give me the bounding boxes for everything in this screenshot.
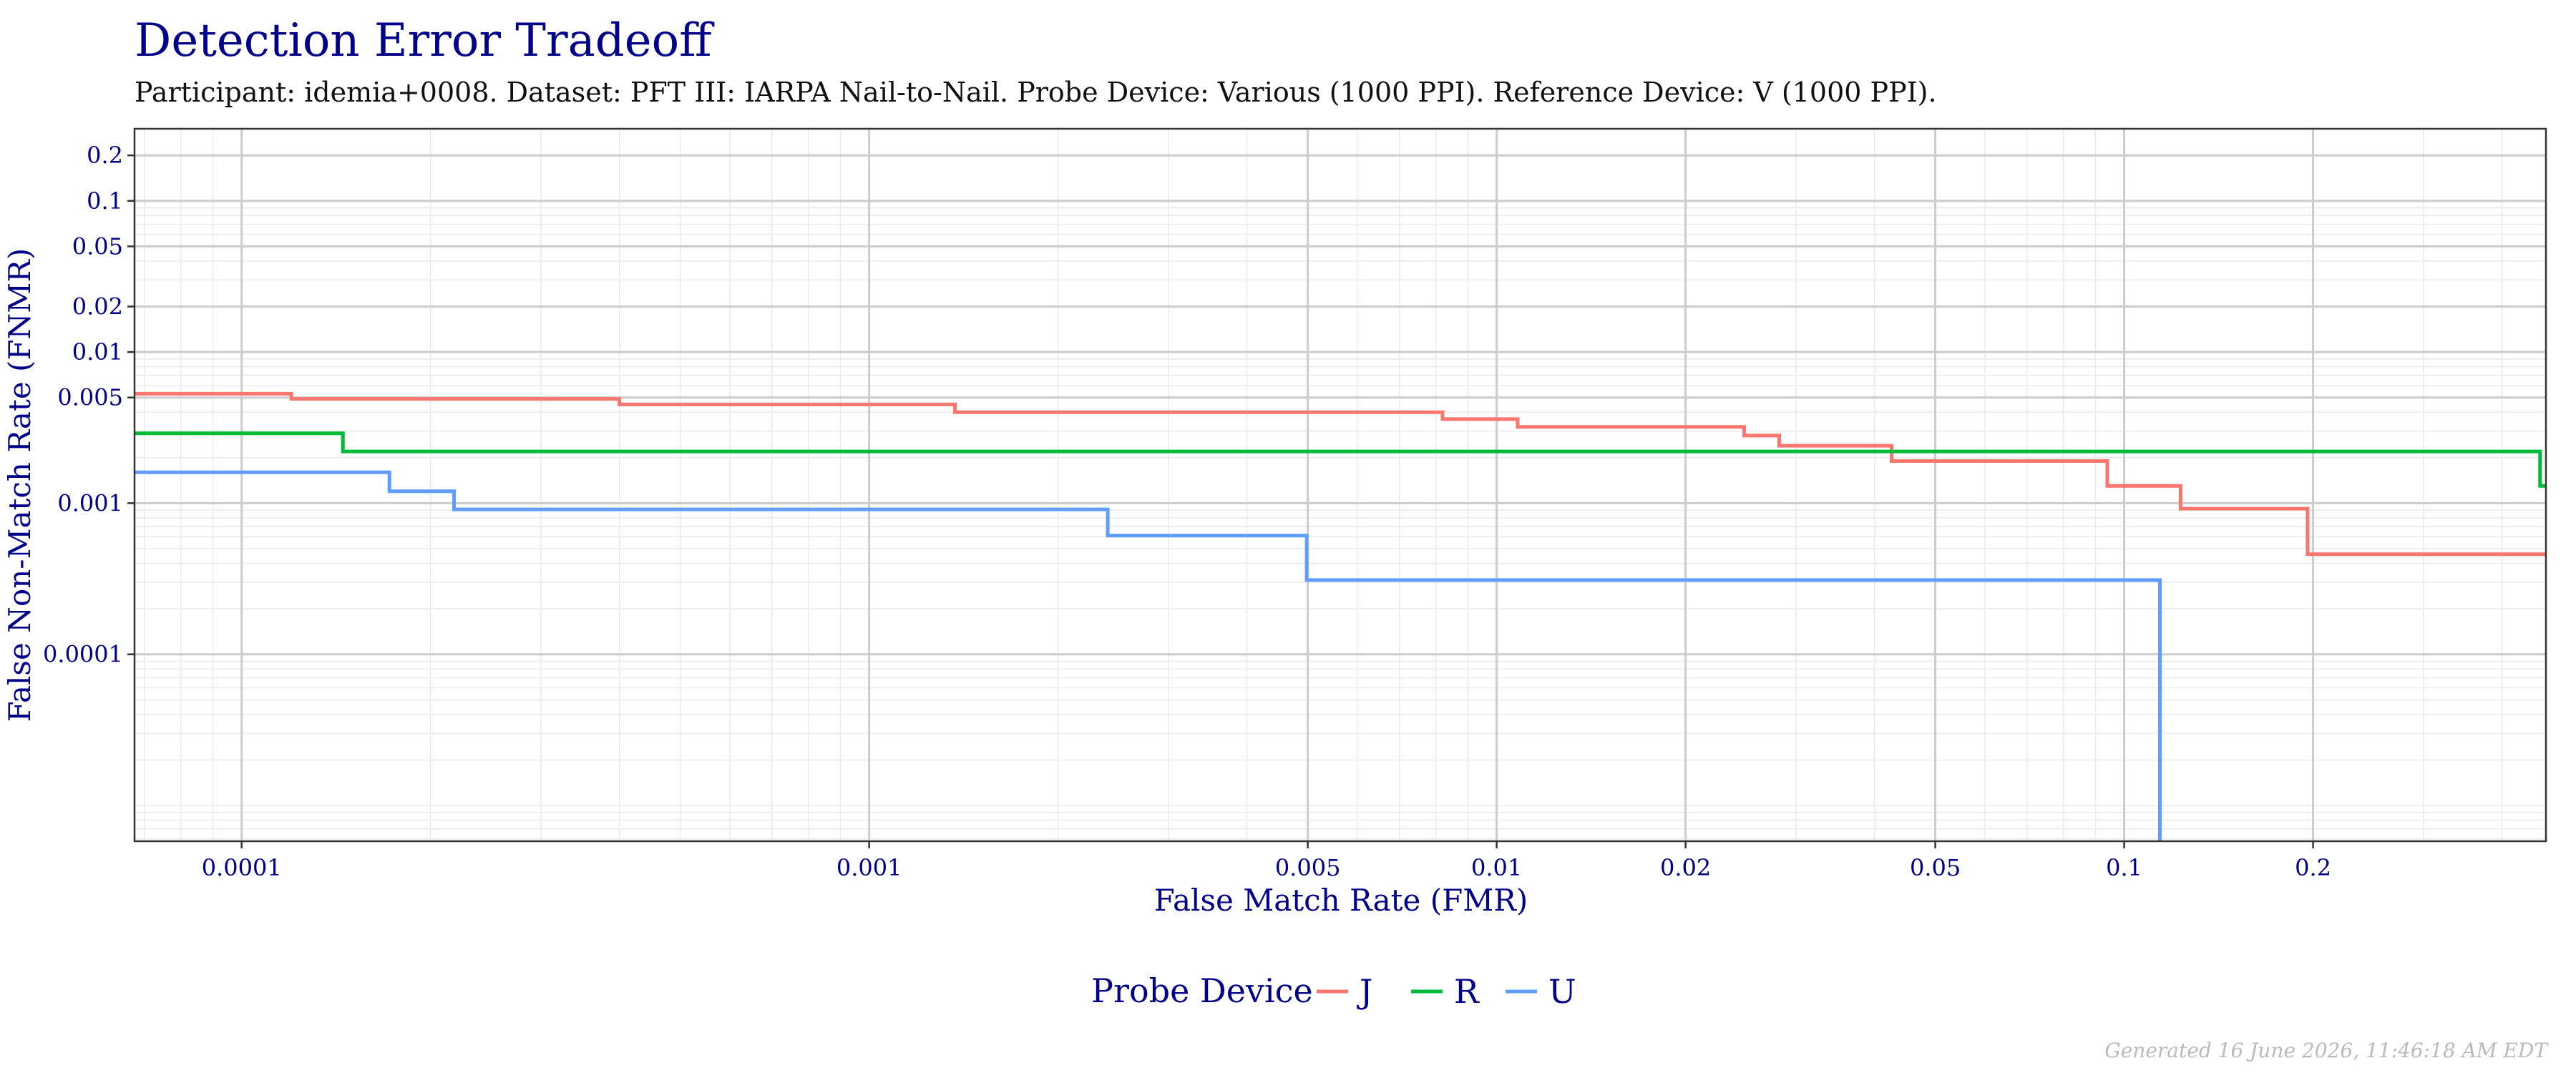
legend-label-J: J: [1357, 972, 1372, 1011]
legend-title: Probe Device: [1091, 971, 1313, 1010]
x-axis-ticks: 0.0001 0.001 0.005 0.01 0.02 0.05 0.1 0.2: [202, 841, 2331, 881]
x-tick-label: 0.01: [1471, 854, 1522, 881]
y-axis-ticks: 0.2 0.1 0.05 0.02 0.01 0.005 0.001 0.0001: [43, 142, 135, 668]
series-layer: [135, 391, 2546, 841]
minor-gridlines: [135, 129, 2546, 841]
plot-border: [133, 127, 2547, 843]
y-tick-label: 0.001: [57, 489, 123, 516]
x-tick-label: 0.001: [836, 854, 902, 881]
y-tick-label: 0.02: [72, 293, 123, 320]
legend-label-U: U: [1548, 972, 1576, 1011]
panel-background: [135, 129, 2546, 841]
generated-timestamp: Generated 16 June 2026, 11:46:18 AM EDT: [2104, 1039, 2549, 1062]
y-tick-label: 0.05: [72, 232, 123, 260]
x-tick-label: 0.005: [1275, 854, 1341, 881]
y-axis-title: False Non-Match Rate (FNMR): [2, 248, 37, 722]
plot-panel: [135, 129, 2546, 841]
panel-border-rect: [133, 127, 2547, 843]
y-tick-label: 0.0001: [43, 641, 123, 668]
y-tick-label: 0.2: [87, 142, 123, 169]
legend: Probe Device J R U: [1091, 971, 1576, 1011]
legend-label-R: R: [1454, 972, 1480, 1011]
x-tick-label: 0.1: [2106, 854, 2142, 881]
series-line-U: [135, 470, 2162, 841]
x-tick-label: 0.02: [1660, 854, 1711, 881]
chart-subtitle: Participant: idemia+0008. Dataset: PFT I…: [135, 77, 1937, 108]
x-tick-label: 0.05: [1910, 854, 1961, 881]
x-axis-title: False Match Rate (FMR): [1154, 883, 1528, 918]
chart-title: Detection Error Tradeoff: [135, 14, 715, 67]
y-tick-label: 0.1: [87, 187, 123, 215]
x-tick-label: 0.2: [2295, 854, 2331, 881]
series-line-J: [135, 391, 2546, 557]
y-tick-label: 0.01: [72, 338, 123, 366]
series-line-R: [135, 431, 2546, 488]
y-tick-label: 0.005: [57, 384, 123, 411]
major-gridlines: [135, 129, 2546, 841]
x-tick-label: 0.0001: [202, 854, 282, 881]
